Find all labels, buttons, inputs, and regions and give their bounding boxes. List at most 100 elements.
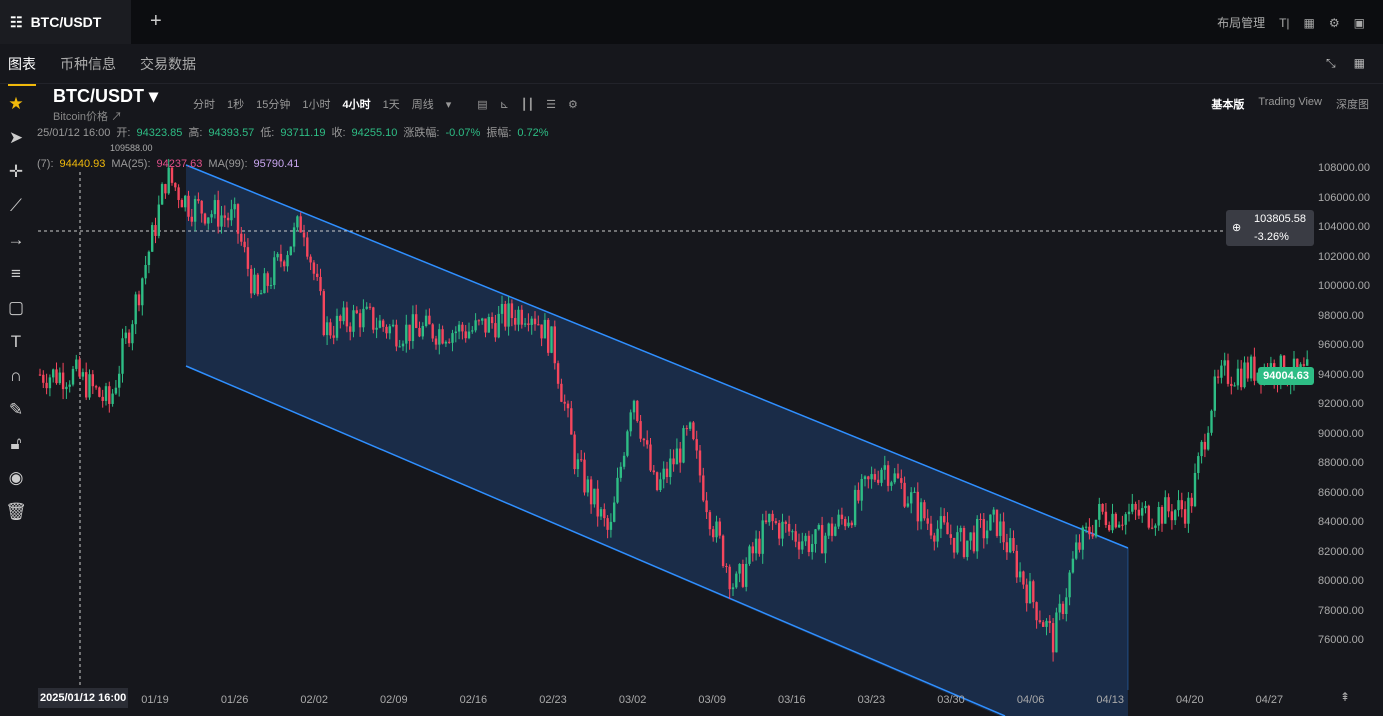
- crosshair-icon[interactable]: ✛: [8, 162, 24, 181]
- candle-body: [642, 438, 646, 441]
- tab-btc-usdt[interactable]: ☷ BTC/USDT: [0, 0, 131, 44]
- add-tab-button[interactable]: +: [150, 10, 162, 32]
- candle-body: [979, 518, 982, 520]
- interval-line[interactable]: 分时: [193, 99, 215, 111]
- eye-icon[interactable]: ◉: [8, 468, 24, 487]
- candle-body: [1101, 503, 1104, 512]
- x-tick-label: 03/30: [937, 694, 965, 706]
- candle-body: [471, 330, 474, 332]
- fib-icon[interactable]: ≡: [11, 264, 21, 283]
- interval-dropdown-icon[interactable]: ▾: [445, 98, 452, 111]
- layout-manage-button[interactable]: 布局管理: [1217, 16, 1266, 30]
- candle-body: [517, 309, 520, 325]
- symbol-subtitle[interactable]: Bitcoin价格 ↗: [53, 111, 123, 123]
- text-icon[interactable]: T: [10, 332, 22, 351]
- tab-trade-data[interactable]: 交易数据: [140, 55, 196, 72]
- interval-1h[interactable]: 1小时: [302, 99, 331, 111]
- layout-grid-icon[interactable]: ▦: [1353, 56, 1365, 70]
- y-tick-label: 82000.00: [1318, 545, 1364, 558]
- text-tool-button[interactable]: T|: [1279, 15, 1290, 30]
- gear-icon[interactable]: ⚙: [568, 98, 578, 111]
- arrow-icon[interactable]: →: [7, 230, 25, 249]
- view-tradingview[interactable]: Trading View: [1258, 96, 1322, 108]
- x-tick-label: 03/23: [857, 694, 886, 706]
- lock-icon[interactable]: 🔓︎: [10, 434, 22, 453]
- view-switcher: 基本版 Trading View 深度图: [1211, 96, 1369, 112]
- add-alert-icon[interactable]: ⊕: [1232, 222, 1242, 234]
- candle-body: [177, 187, 180, 200]
- interval-1w[interactable]: 周线: [411, 99, 434, 111]
- candle-body: [352, 310, 355, 332]
- grid-icon[interactable]: ▦: [1303, 15, 1315, 30]
- candle-body: [751, 546, 754, 554]
- candle-body: [1002, 521, 1005, 543]
- candle-body: [669, 458, 672, 478]
- y-tick-label: 80000.00: [1318, 575, 1364, 587]
- x-tick-label: 01/26: [220, 694, 249, 706]
- candle-body: [421, 326, 424, 337]
- candle-body: [966, 540, 969, 557]
- cursor-icon[interactable]: ➤: [8, 128, 24, 147]
- trendline-icon[interactable]: ⟋: [10, 196, 22, 215]
- candle-body: [787, 523, 791, 532]
- candle-body: [494, 323, 497, 338]
- y-tick-label: 104000.00: [1318, 221, 1370, 233]
- candle-body: [58, 372, 61, 384]
- interval-1d[interactable]: 1天: [382, 99, 400, 111]
- calendar-icon[interactable]: ▤: [477, 98, 488, 111]
- candle-body: [929, 523, 933, 536]
- pen-icon[interactable]: ✎: [8, 400, 24, 419]
- candle-body: [253, 274, 256, 294]
- candle-body: [1210, 410, 1213, 433]
- view-depth[interactable]: 深度图: [1336, 99, 1369, 111]
- x-tick-label: 04/20: [1176, 694, 1204, 706]
- interval-4h[interactable]: 4小时: [342, 99, 371, 111]
- candle-body: [1088, 526, 1091, 535]
- candle-body: [1098, 503, 1101, 520]
- candle-body: [289, 246, 292, 256]
- candle-body: [1055, 612, 1058, 653]
- candle-body: [560, 383, 563, 402]
- candle-type-icon[interactable]: ┃┃: [520, 98, 535, 111]
- settings-icon[interactable]: ⚙: [1328, 15, 1340, 30]
- interval-1s[interactable]: 1秒: [227, 99, 245, 111]
- candle-body: [52, 369, 55, 378]
- magnet-icon[interactable]: ∩: [9, 366, 23, 385]
- candle-body: [873, 474, 877, 480]
- candle-body: [890, 482, 893, 486]
- favorite-star-icon[interactable]: ★: [8, 94, 24, 113]
- chart-settings-icon[interactable]: ☰: [546, 98, 557, 111]
- screenshot-icon[interactable]: ▣: [1353, 15, 1365, 30]
- tab-chart[interactable]: 图表: [8, 55, 36, 86]
- channel-lower-line: [185, 365, 1006, 716]
- candle-body: [1114, 513, 1117, 528]
- collapse-icon[interactable]: ⤡: [1326, 56, 1336, 70]
- candle-body: [1164, 497, 1167, 524]
- y-tick-label: 78000.00: [1318, 604, 1364, 617]
- candle-body: [372, 307, 375, 330]
- candle-body: [382, 320, 385, 327]
- symbol-selector[interactable]: BTC/USDT ▾: [53, 86, 159, 106]
- trash-icon[interactable]: 🗑︎: [5, 502, 27, 521]
- high-marker: 109588.00: [110, 143, 153, 153]
- candle-body: [246, 247, 250, 269]
- candle-body: [1197, 456, 1200, 473]
- candle-body: [233, 204, 236, 210]
- candle-body: [639, 421, 642, 439]
- candle-body: [1200, 441, 1203, 457]
- candle-body: [441, 329, 444, 344]
- candle-body: [1078, 542, 1081, 550]
- candle-body: [444, 341, 448, 344]
- ohlc-readout: 25/01/12 16:00 开: 94323.85 高: 94393.57 低: 93…: [37, 127, 549, 139]
- candle-body: [754, 538, 758, 554]
- shape-icon[interactable]: ▢: [7, 298, 25, 317]
- tab-coin-info[interactable]: 币种信息: [60, 55, 116, 72]
- candle-body: [167, 167, 170, 194]
- scale-reset-icon[interactable]: ⇞: [1340, 690, 1351, 704]
- candle-body: [319, 276, 322, 292]
- view-basic[interactable]: 基本版: [1211, 99, 1245, 111]
- indicator-icon[interactable]: ⊾: [499, 98, 509, 111]
- interval-15m[interactable]: 15分钟: [256, 99, 291, 111]
- candle-body: [665, 468, 669, 478]
